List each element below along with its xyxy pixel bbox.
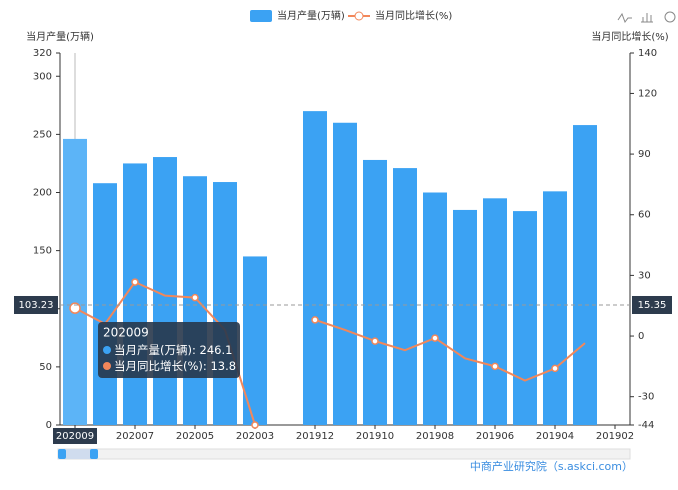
tooltip-sep: : (192, 343, 200, 357)
bar (543, 191, 567, 425)
pointer2-label-bg (632, 295, 672, 314)
bar (423, 192, 447, 425)
y-tick-label: 300 (33, 71, 52, 82)
tool-restore[interactable] (664, 11, 676, 23)
zoom-window[interactable] (66, 449, 94, 459)
bar (93, 183, 117, 425)
y2-tick-label: 60 (638, 210, 651, 221)
y-tick-label: 200 (33, 188, 52, 199)
zoom-slider[interactable] (57, 448, 631, 460)
x-tick-label: 201912 (296, 431, 334, 442)
x-tick-label: 201904 (536, 431, 574, 442)
y2-tick-label: -30 (638, 392, 654, 403)
legend-label: 当月产量(万辆) (277, 9, 345, 22)
y2-tick-label: -44 (638, 420, 654, 431)
pointer-label: 103.23 (19, 300, 54, 311)
legend-label: 当月同比增长(%) (375, 9, 452, 22)
bar (63, 138, 87, 425)
line-point (371, 337, 379, 345)
line-point (551, 364, 559, 373)
legend-swatch (354, 11, 364, 21)
y2-tick-label: 140 (638, 48, 657, 59)
x-tick-label: 201902 (596, 431, 634, 442)
y-tick-label: 150 (33, 246, 52, 257)
bar (483, 198, 507, 425)
tooltip-bg (98, 322, 240, 378)
line-point (251, 421, 259, 429)
x-tick-label: 202009 (56, 431, 94, 442)
y-axis-title: 当月产量(万辆) (26, 30, 94, 43)
pointer-label-bg (14, 295, 58, 314)
line-point (69, 302, 81, 314)
tooltip-dot (103, 346, 111, 354)
y-tick-label: 250 (33, 129, 52, 140)
bar (363, 159, 387, 425)
x-tick-label: 202003 (236, 431, 274, 442)
y-tick-label: 50 (39, 362, 52, 373)
y2-tick-label: 90 (638, 149, 651, 160)
tool-bar[interactable] (641, 13, 653, 23)
bar (213, 182, 237, 425)
y-tick-label: 0 (46, 420, 52, 431)
line-point (191, 293, 199, 302)
legend-swatch (250, 10, 272, 22)
bar (333, 122, 357, 425)
tooltip-item: 当月产量(万辆): 246.1 (114, 343, 232, 357)
y2-tick-label: 120 (638, 88, 657, 99)
line-point (431, 334, 439, 342)
x-tick-label: 201906 (476, 431, 514, 442)
y-tick-label: 320 (33, 48, 52, 59)
x-tick-label: 201910 (356, 431, 394, 442)
bar (573, 125, 597, 425)
y2-axis-title: 当月同比增长(%) (591, 30, 668, 43)
zoom-handle[interactable] (58, 449, 66, 459)
tooltip-dot (103, 362, 111, 370)
bar (393, 168, 417, 425)
bar (453, 209, 477, 425)
tool-line[interactable] (617, 12, 632, 24)
bar (513, 211, 537, 425)
tooltip-value: 246.1 (200, 343, 233, 357)
x-pointer-label-bg (53, 428, 97, 444)
tooltip-sep: : (203, 359, 211, 373)
tooltip-name: 当月同比增长(%) (114, 359, 203, 373)
x-tick-label: 202007 (116, 431, 154, 442)
bar (303, 111, 327, 425)
tooltip-name: 当月产量(万辆) (114, 343, 192, 357)
y2-tick-label: 30 (638, 270, 651, 281)
line-point (491, 362, 499, 371)
line-point (311, 316, 319, 324)
tooltip: 202009 当月产量(万辆): 246.1 当月同比增长(%): 13.8 (98, 322, 240, 378)
toolbox[interactable] (617, 11, 676, 24)
zoom-handle[interactable] (90, 449, 98, 459)
line-point (131, 278, 139, 286)
x-tick-label: 202005 (176, 431, 214, 442)
tooltip-item: 当月同比增长(%): 13.8 (114, 359, 236, 373)
x-tick-label: 201908 (416, 431, 454, 442)
source: 中商产业研究院（s.askci.com） (470, 459, 633, 473)
pointer2-label: 15.35 (638, 300, 667, 311)
tooltip-title: 202009 (103, 326, 149, 340)
tooltip-value: 13.8 (210, 359, 236, 373)
y2-tick-label: 0 (638, 331, 644, 342)
